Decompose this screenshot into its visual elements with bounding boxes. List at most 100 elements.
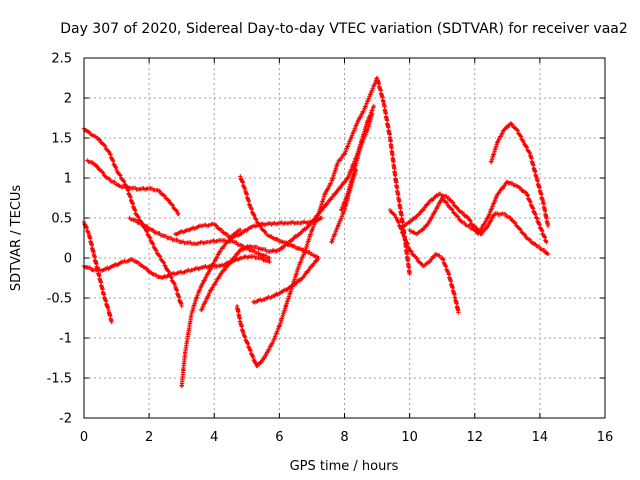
- trace-mark: [528, 199, 533, 205]
- y-tick-label: 2.5: [51, 52, 72, 67]
- x-tick-label: 4: [210, 430, 218, 445]
- trace-mark: [536, 221, 542, 227]
- trace-mark: [518, 134, 524, 139]
- data-point: [316, 255, 321, 261]
- trace-mark: [157, 254, 163, 259]
- trace-mark: [348, 137, 353, 143]
- data-point: [371, 103, 377, 109]
- trace-mark: [444, 200, 450, 206]
- data-point: [267, 259, 272, 265]
- data-point: [153, 247, 158, 253]
- data-marks: [81, 75, 551, 389]
- trace-mark: [539, 228, 544, 233]
- trace-mark: [467, 217, 472, 223]
- trace-mark: [402, 235, 407, 240]
- trace-mark: [408, 248, 413, 253]
- trace-mark: [225, 232, 230, 237]
- trace-mark: [399, 227, 404, 232]
- trace-mark: [345, 193, 350, 199]
- trace-mark: [106, 149, 111, 154]
- trace-mark: [530, 205, 535, 210]
- data-point: [329, 239, 334, 245]
- data-point: [107, 151, 113, 157]
- trace-mark: [515, 128, 520, 133]
- trace-mark: [509, 121, 514, 127]
- trace-mark: [262, 229, 267, 234]
- trace-mark: [174, 208, 180, 214]
- trace-mark: [252, 213, 257, 219]
- data-point: [309, 263, 315, 269]
- trace-mark: [95, 164, 100, 169]
- trace-mark: [540, 228, 545, 234]
- trace-mark: [117, 172, 122, 177]
- trace-mark: [454, 213, 460, 219]
- trace-mark: [532, 211, 538, 217]
- data-point: [194, 295, 199, 301]
- data-point: [176, 211, 181, 217]
- trace-mark: [242, 335, 248, 340]
- y-tick-label: -2: [59, 412, 72, 427]
- data-point: [247, 347, 253, 353]
- trace-mark: [443, 264, 449, 269]
- data-point: [479, 231, 484, 237]
- trace-mark: [527, 237, 533, 243]
- trace-mark: [94, 163, 99, 169]
- trace-mark: [543, 238, 549, 244]
- trace-mark: [392, 212, 397, 218]
- x-tick-label: 12: [466, 430, 483, 445]
- trace-mark: [84, 225, 89, 231]
- trace-mark: [523, 144, 529, 149]
- trace-mark: [521, 232, 527, 237]
- trace-mark: [527, 199, 533, 204]
- trace-mark: [335, 225, 340, 231]
- trace-mark: [443, 200, 449, 205]
- trace-mark: [441, 257, 446, 263]
- trace-mark: [214, 223, 219, 228]
- trace-mark: [391, 212, 397, 217]
- trace-mark: [160, 259, 166, 265]
- data-point: [319, 215, 324, 221]
- trace-mark: [518, 185, 523, 191]
- data-point: [342, 151, 347, 157]
- trace-mark: [102, 143, 107, 148]
- trace-mark: [113, 165, 119, 171]
- x-tick-label: 10: [401, 430, 418, 445]
- trace-mark: [518, 227, 523, 232]
- trace-mark: [525, 192, 530, 198]
- x-axis-label: GPS time / hours: [290, 459, 399, 474]
- trace-mark: [542, 235, 548, 240]
- trace-mark: [169, 202, 175, 207]
- trace-mark: [396, 220, 401, 225]
- trace-mark: [147, 235, 153, 241]
- trace-mark: [147, 234, 152, 240]
- chart-title: Day 307 of 2020, Sidereal Day-to-day VTE…: [60, 21, 628, 37]
- data-point: [545, 223, 551, 229]
- data-point: [369, 111, 375, 117]
- trace-mark: [258, 224, 263, 229]
- trace-mark: [450, 207, 455, 213]
- trace-mark: [135, 213, 140, 219]
- trace-mark: [96, 137, 102, 142]
- data-point: [109, 319, 114, 325]
- trace-mark: [449, 206, 454, 212]
- trace-mark: [144, 266, 150, 272]
- trace-mark: [99, 169, 105, 175]
- trace-mark: [518, 133, 523, 138]
- trace-mark: [418, 261, 423, 266]
- trace-mark: [256, 221, 261, 226]
- trace-mark: [171, 280, 177, 286]
- y-tick-label: 0: [64, 252, 72, 267]
- ticks: 0 2 4 6 8 10 12 14 16 -2 -1.5 -1 -0.5 0 0.5 1 1.5 2 2.5: [47, 52, 614, 446]
- trace-mark: [409, 249, 414, 254]
- y-tick-label: -1: [59, 332, 72, 347]
- y-tick-label: -0.5: [47, 292, 72, 307]
- trace-mark: [144, 228, 149, 234]
- trace-mark: [111, 159, 116, 164]
- trace-mark: [121, 178, 126, 183]
- trace-mark: [512, 220, 517, 225]
- plot-frame: [83, 57, 606, 419]
- data-point: [534, 215, 539, 221]
- trace-mark: [136, 214, 141, 220]
- trace-mark: [162, 193, 167, 199]
- trace-mark: [170, 203, 175, 208]
